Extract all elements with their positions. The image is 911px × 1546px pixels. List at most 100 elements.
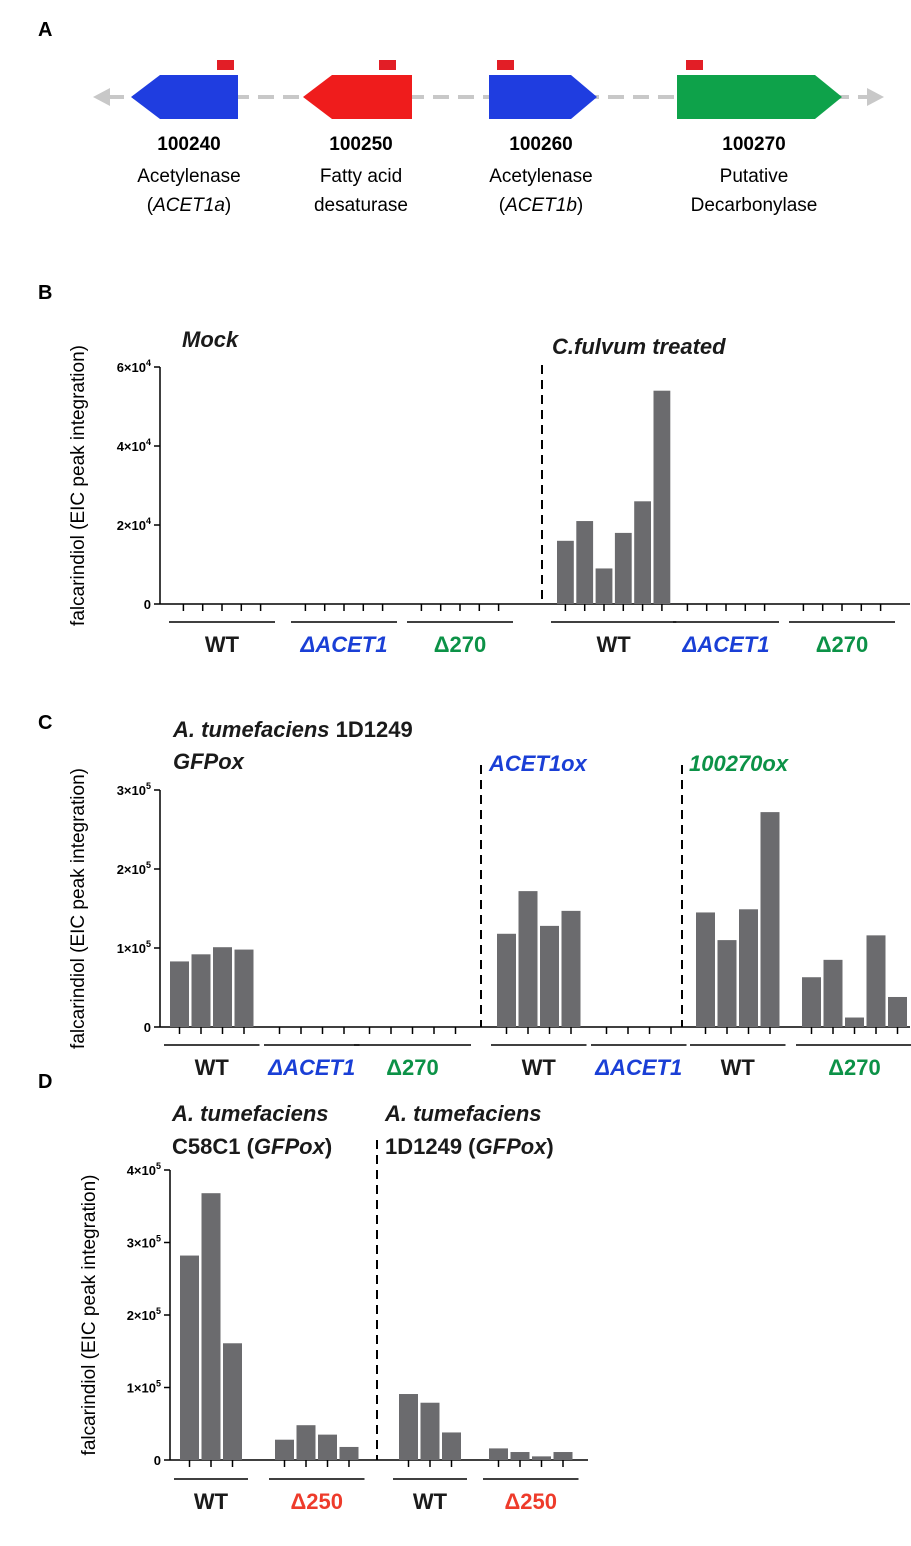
condition-header: A. tumefaciens: [171, 1101, 329, 1126]
bar: [497, 933, 516, 1027]
bar: [760, 812, 780, 1027]
panel-label-c: C: [38, 712, 52, 734]
probe-marker-100270: [686, 60, 703, 70]
gene-function-100250: Fatty acid: [320, 166, 402, 187]
bar: [318, 1434, 337, 1460]
y-tick-mantissa: 6×10: [117, 360, 146, 375]
y-tick-label: 2×105: [127, 1306, 161, 1323]
gene-arrow-100240: [131, 75, 238, 119]
group-label: ΔACET1: [594, 1055, 682, 1080]
y-axis-label: falcarindiol (EIC peak integration): [68, 345, 89, 626]
gene-function-100240: Acetylenase: [137, 166, 241, 187]
bar: [399, 1394, 418, 1460]
bar: [213, 947, 232, 1027]
y-tick-exponent: 5: [146, 939, 151, 949]
y-tick-mantissa: 3×10: [127, 1236, 156, 1251]
bar: [532, 1456, 551, 1460]
y-tick-label: 1×105: [117, 939, 151, 956]
y-tick-mantissa: 3×10: [117, 783, 146, 798]
y-tick-label: 4×105: [127, 1161, 161, 1178]
bar: [576, 521, 594, 604]
y-tick-mantissa: 4×10: [127, 1163, 156, 1178]
gene-function-line2-100240: (ACET1a): [147, 195, 231, 216]
bar: [696, 912, 715, 1027]
y-tick-exponent: 5: [156, 1379, 161, 1389]
gene-function-line2-100260: (ACET1b): [499, 195, 583, 216]
y-tick-mantissa: 1×10: [127, 1381, 156, 1396]
gene-100260: 100260 Acetylenase (ACET1b): [489, 60, 597, 216]
bar: [540, 925, 559, 1027]
y-tick-mantissa: 0: [154, 1453, 161, 1468]
bar: [614, 532, 632, 604]
gene-function-100260: Acetylenase: [489, 166, 593, 187]
bar: [234, 949, 254, 1027]
bar: [802, 977, 821, 1027]
bar: [739, 909, 758, 1027]
condition-header-part: GFPox: [254, 1134, 326, 1159]
group-label: Δ250: [290, 1489, 343, 1514]
gene-function-line2-100270: Decarbonylase: [691, 195, 818, 216]
group-label: WT: [721, 1055, 756, 1080]
y-tick-mantissa: 0: [144, 597, 151, 612]
condition-header-part: A. tumefaciens: [172, 717, 330, 742]
gene-100250: 100250 Fatty acid desaturase: [303, 60, 412, 216]
group-label: WT: [205, 632, 240, 657]
y-axis-label: falcarindiol (EIC peak integration): [79, 1175, 100, 1456]
gene-arrow-100260: [489, 75, 597, 119]
condition-header: ACET1ox: [488, 751, 588, 776]
condition-header: 100270ox: [689, 751, 789, 776]
group-label: WT: [413, 1489, 448, 1514]
bar: [595, 568, 613, 604]
condition-header: C58C1 (GFPox): [172, 1134, 332, 1159]
y-tick-label: 4×104: [117, 437, 151, 454]
bar: [717, 940, 737, 1027]
y-tick-label: 3×105: [117, 781, 151, 798]
y-tick-exponent: 5: [156, 1306, 161, 1316]
y-tick-mantissa: 1×10: [117, 941, 146, 956]
bar: [191, 954, 211, 1027]
condition-header-part: C58C1 (: [172, 1134, 255, 1159]
y-tick-label: 0: [144, 597, 151, 612]
bar: [442, 1432, 461, 1460]
panel-d-chart: falcarindiol (EIC peak integration) 0 1×10…: [79, 1101, 588, 1514]
y-tick-exponent: 5: [146, 781, 151, 791]
y-tick-label: 0: [154, 1453, 161, 1468]
group-label: ΔACET1: [682, 632, 770, 657]
probe-marker-100260: [497, 60, 514, 70]
y-tick-exponent: 5: [146, 860, 151, 870]
bar: [489, 1448, 508, 1460]
condition-header: 1D1249 (GFPox): [385, 1134, 554, 1159]
panel-c-chart: falcarindiol (EIC peak integration) 0 1×10…: [68, 717, 911, 1080]
condition-header-part: 1D1249: [330, 717, 413, 742]
condition-header: A. tumefaciens 1D1249: [172, 717, 413, 742]
y-tick-label: 0: [144, 1020, 151, 1035]
bar: [420, 1402, 440, 1460]
y-tick-mantissa: 4×10: [117, 439, 146, 454]
group-label: Δ270: [386, 1055, 439, 1080]
condition-header-part: ACET1ox: [488, 751, 588, 776]
group-label: ΔACET1: [300, 632, 388, 657]
y-tick-mantissa: 2×10: [117, 518, 146, 533]
gene-100270: 100270 Putative Decarbonylase: [677, 60, 842, 216]
bar: [653, 390, 671, 604]
bar: [518, 891, 538, 1027]
y-tick-label: 1×105: [127, 1379, 161, 1396]
condition-header: A. tumefaciens: [384, 1101, 542, 1126]
probe-marker-100240: [217, 60, 234, 70]
condition-header-part: 1D1249 (: [385, 1134, 476, 1159]
condition-header-part: GFPox: [173, 749, 245, 774]
group-label: Δ270: [828, 1055, 881, 1080]
bar: [888, 996, 907, 1027]
y-tick-label: 6×104: [117, 358, 151, 375]
group-label: WT: [522, 1055, 557, 1080]
backbone-left-arrowhead: [93, 88, 110, 106]
group-label: WT: [597, 632, 632, 657]
condition-header: Mock: [182, 327, 240, 352]
bar: [823, 959, 843, 1027]
bar: [275, 1439, 294, 1460]
bar: [866, 935, 886, 1027]
probe-marker-100250: [379, 60, 396, 70]
group-label: ΔACET1: [267, 1055, 355, 1080]
condition-header-part: C.fulvum treated: [552, 334, 726, 359]
